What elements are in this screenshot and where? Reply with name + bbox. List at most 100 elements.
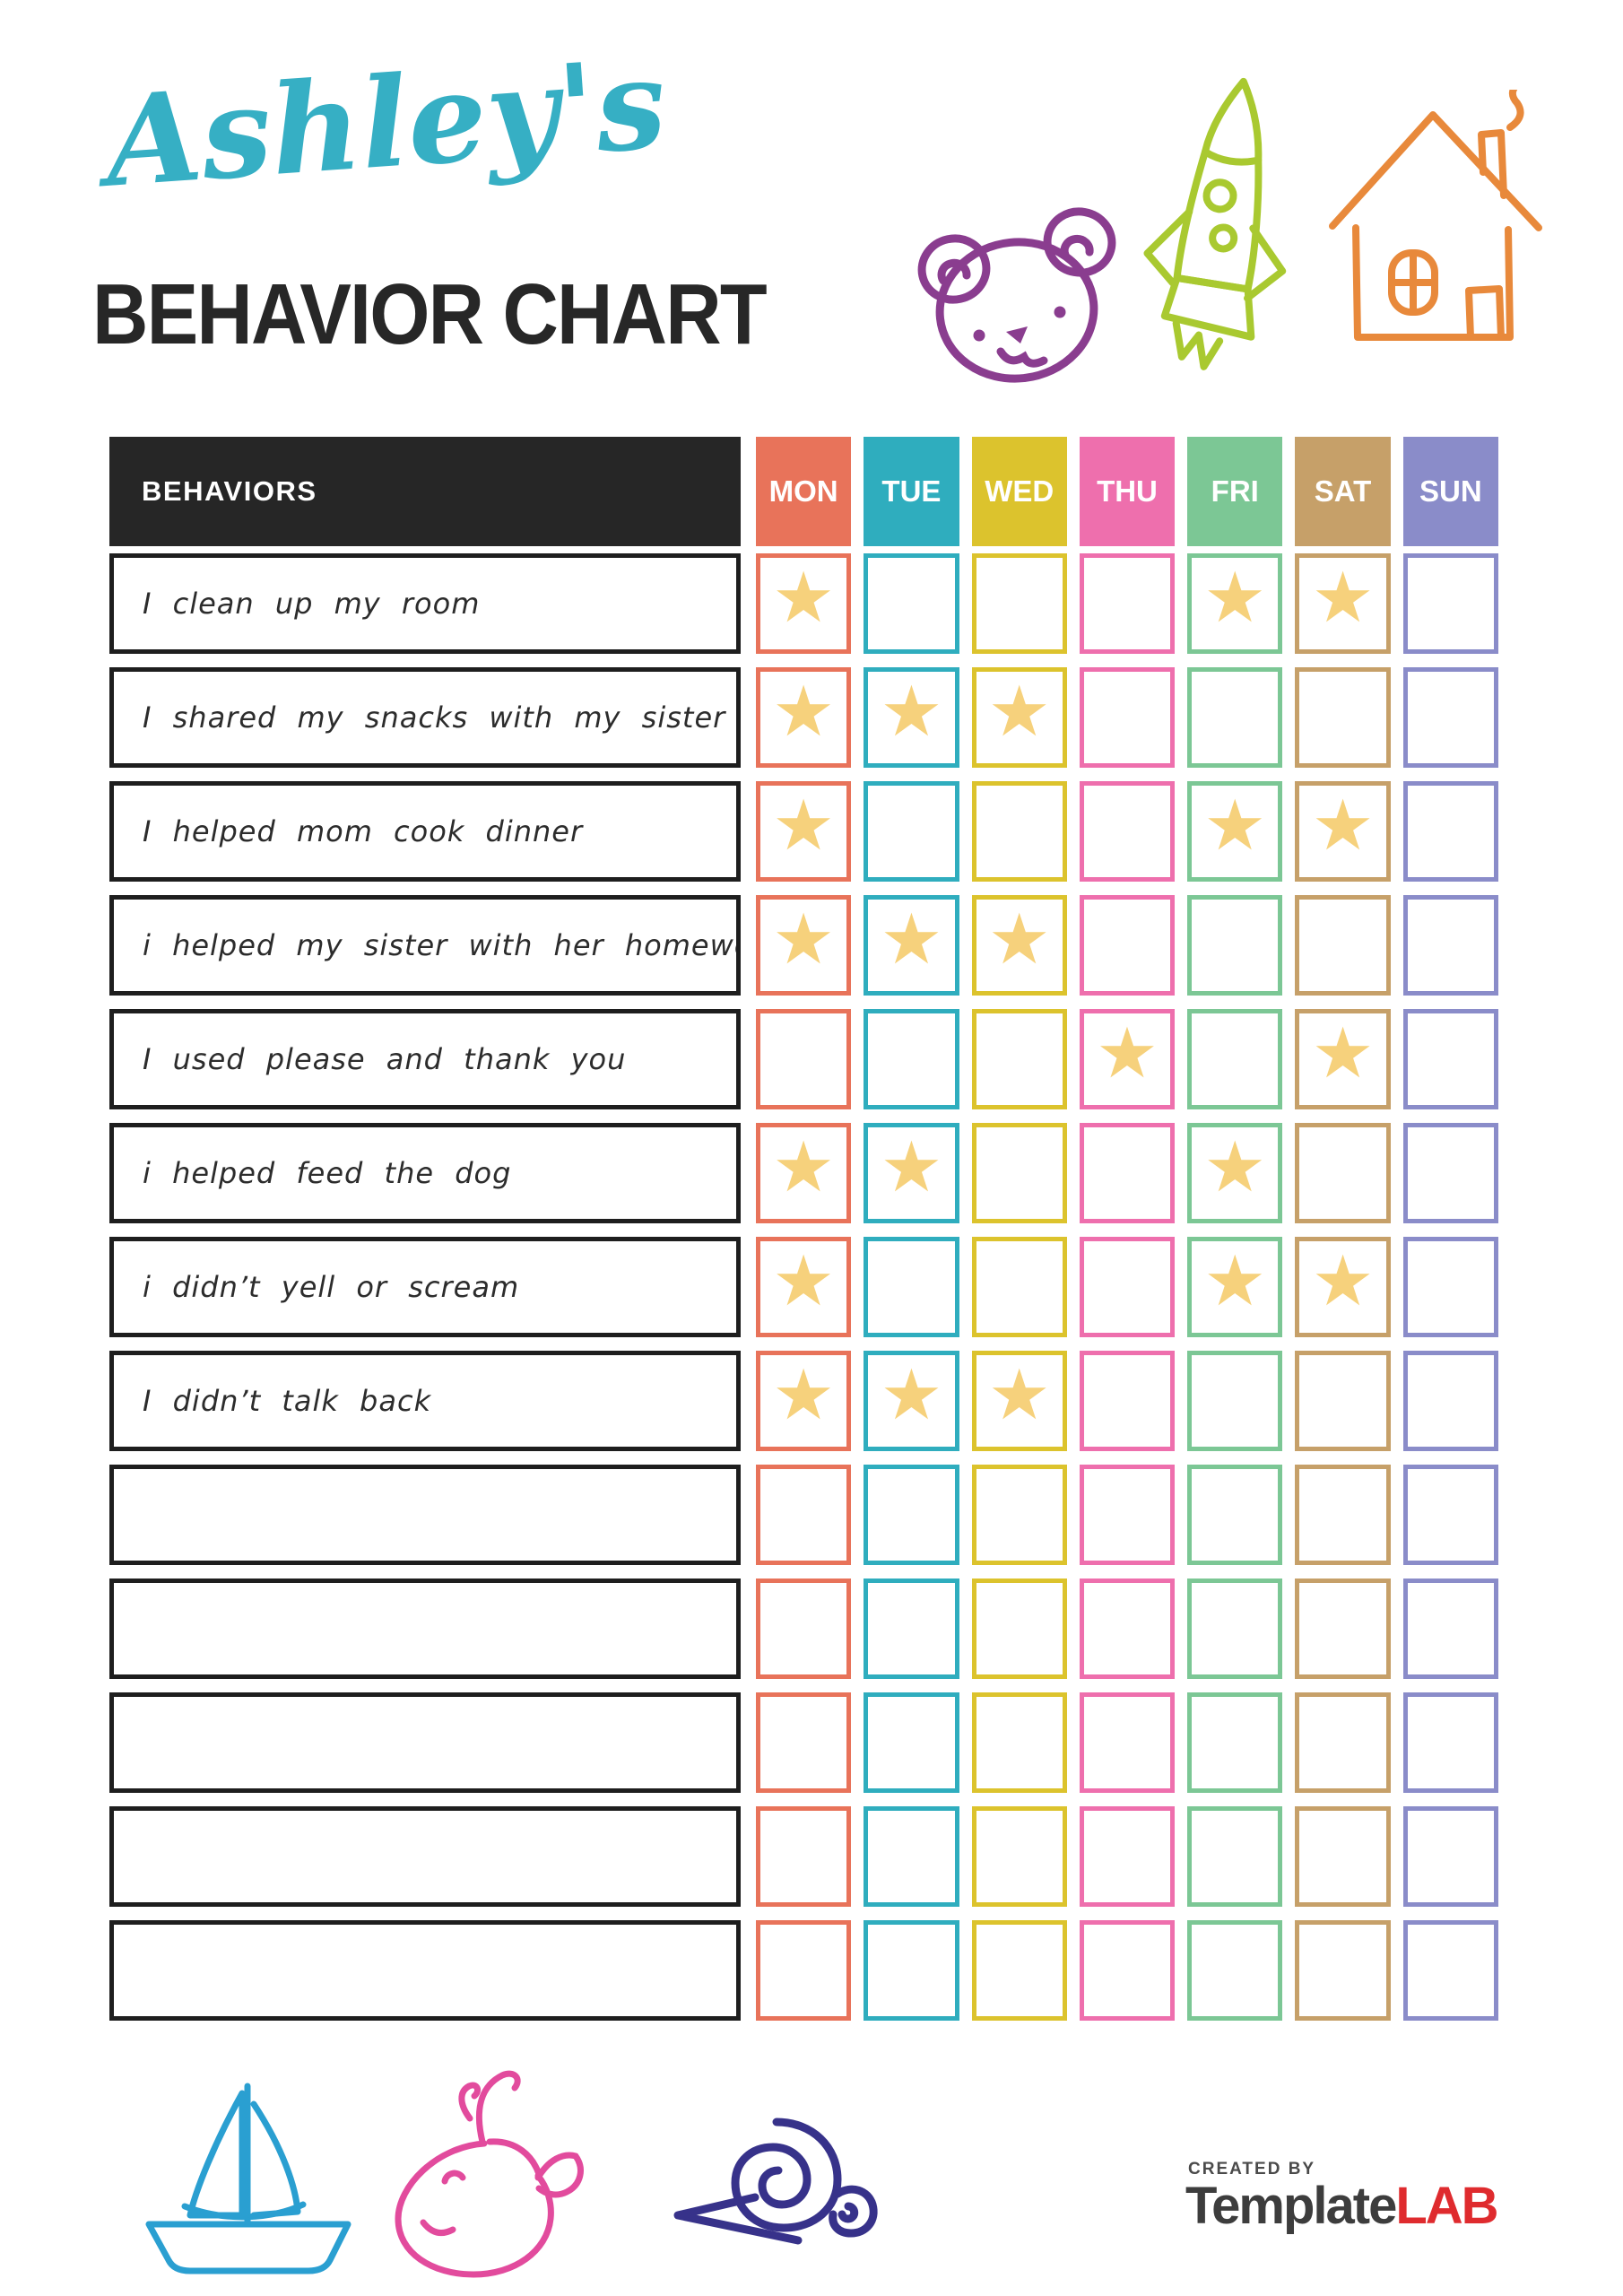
star-icon: ★ bbox=[772, 1355, 836, 1436]
day-header: FRI bbox=[1187, 437, 1283, 546]
behavior-box: I shared my snacks with my sister bbox=[109, 667, 741, 768]
day-cell: ★ bbox=[1295, 781, 1391, 882]
day-cell bbox=[1079, 895, 1176, 996]
whale-icon bbox=[395, 2070, 584, 2278]
star-icon: ★ bbox=[772, 558, 836, 639]
day-header: THU bbox=[1079, 437, 1176, 546]
day-cell bbox=[756, 1920, 852, 2021]
day-cell: ★ bbox=[1187, 1237, 1283, 1337]
day-cell bbox=[1187, 1351, 1283, 1451]
behavior-box: i helped feed the dog bbox=[109, 1123, 741, 1223]
day-cell bbox=[1402, 553, 1498, 654]
star-icon: ★ bbox=[772, 786, 836, 866]
day-cell bbox=[756, 1465, 852, 1565]
day-cell bbox=[1402, 1578, 1498, 1679]
day-cell bbox=[1079, 1578, 1176, 1679]
day-cell bbox=[971, 1123, 1067, 1223]
star-icon: ★ bbox=[987, 672, 1051, 752]
star-icon: ★ bbox=[772, 1127, 836, 1208]
brand-name: TemplateLAB bbox=[1185, 2177, 1499, 2235]
day-cell bbox=[864, 1237, 959, 1337]
day-cell bbox=[1187, 895, 1283, 996]
star-icon: ★ bbox=[1311, 558, 1375, 639]
day-cells: ★ ★ ★ bbox=[750, 895, 1505, 996]
day-cells bbox=[750, 1806, 1505, 1907]
table-row: i didn’t yell or scream ★ ★ ★ bbox=[109, 1237, 1505, 1337]
day-cells: ★ ★ ★ bbox=[750, 667, 1505, 768]
day-cell bbox=[1079, 1351, 1176, 1451]
star-icon: ★ bbox=[987, 900, 1051, 980]
star-icon: ★ bbox=[880, 900, 943, 980]
day-cell bbox=[1187, 1692, 1283, 1793]
behavior-label: I shared my snacks with my sister bbox=[143, 700, 726, 735]
day-cell bbox=[1079, 781, 1176, 882]
day-header-label: SAT bbox=[1314, 474, 1372, 508]
day-cell: ★ bbox=[756, 667, 852, 768]
behavior-label: I clean up my room bbox=[143, 587, 481, 621]
day-cell bbox=[864, 1465, 959, 1565]
day-cells: ★ ★ ★ bbox=[750, 1123, 1505, 1223]
table-row: i helped my sister with her homework ★ ★… bbox=[109, 895, 1505, 996]
day-cell bbox=[1402, 1123, 1498, 1223]
brand-logo: CREATED BY TemplateLAB bbox=[1185, 2160, 1499, 2235]
star-icon: ★ bbox=[880, 1127, 943, 1208]
day-cell: ★ bbox=[756, 1123, 852, 1223]
day-header: TUE bbox=[864, 437, 959, 546]
day-cell bbox=[971, 1920, 1067, 2021]
table-row: I helped mom cook dinner ★ ★ ★ bbox=[109, 781, 1505, 882]
day-cell bbox=[1187, 1009, 1283, 1109]
behavior-box: I used please and thank you bbox=[109, 1009, 741, 1109]
star-icon: ★ bbox=[772, 1241, 836, 1322]
day-cell bbox=[971, 781, 1067, 882]
day-cell bbox=[1402, 1465, 1498, 1565]
day-cell bbox=[1295, 1578, 1391, 1679]
day-cell bbox=[756, 1692, 852, 1793]
day-cell bbox=[1079, 1806, 1176, 1907]
day-cell: ★ bbox=[756, 553, 852, 654]
behavior-label: i helped my sister with her homework bbox=[143, 928, 741, 962]
day-header: SUN bbox=[1402, 437, 1498, 546]
day-cell bbox=[971, 1692, 1067, 1793]
table-row bbox=[109, 1920, 1505, 2021]
star-icon: ★ bbox=[987, 1355, 1051, 1436]
star-icon: ★ bbox=[1311, 1013, 1375, 1094]
day-header-label: FRI bbox=[1211, 474, 1259, 508]
day-cell bbox=[1402, 1692, 1498, 1793]
day-cell bbox=[1187, 667, 1283, 768]
day-header: SAT bbox=[1295, 437, 1391, 546]
day-cells bbox=[750, 1920, 1505, 2021]
table-row bbox=[109, 1578, 1505, 1679]
day-cell bbox=[1402, 1237, 1498, 1337]
day-cell: ★ bbox=[756, 895, 852, 996]
star-icon: ★ bbox=[1203, 1241, 1267, 1322]
bear-icon bbox=[917, 207, 1116, 383]
day-cell bbox=[1295, 895, 1391, 996]
day-cell bbox=[971, 1237, 1067, 1337]
day-header-label: WED bbox=[985, 474, 1055, 508]
day-cell bbox=[756, 1578, 852, 1679]
day-cells bbox=[750, 1692, 1505, 1793]
table-row bbox=[109, 1692, 1505, 1793]
brand-part-template: Template bbox=[1185, 2177, 1397, 2235]
day-cells: ★ ★ ★ bbox=[750, 781, 1505, 882]
behaviors-column-header: BEHAVIORS bbox=[109, 437, 741, 546]
day-cell: ★ bbox=[971, 667, 1067, 768]
day-cell bbox=[1079, 1920, 1176, 2021]
star-icon: ★ bbox=[772, 672, 836, 752]
table-row: I didn’t talk back ★ ★ ★ bbox=[109, 1351, 1505, 1451]
behavior-box bbox=[109, 1465, 741, 1565]
star-icon: ★ bbox=[1203, 1127, 1267, 1208]
behavior-label: I helped mom cook dinner bbox=[143, 814, 584, 848]
star-icon: ★ bbox=[1203, 786, 1267, 866]
table-row: i helped feed the dog ★ ★ ★ bbox=[109, 1123, 1505, 1223]
page-title: BEHAVIOR CHART bbox=[92, 266, 768, 362]
day-cell bbox=[1079, 667, 1176, 768]
star-icon: ★ bbox=[1096, 1013, 1159, 1094]
day-header: WED bbox=[971, 437, 1067, 546]
day-cell bbox=[971, 1465, 1067, 1565]
behavior-box: i didn’t yell or scream bbox=[109, 1237, 741, 1337]
day-cell bbox=[1187, 1920, 1283, 2021]
day-cells: ★ ★ ★ bbox=[750, 553, 1505, 654]
behavior-box bbox=[109, 1692, 741, 1793]
day-cells: ★ ★ ★ bbox=[750, 1351, 1505, 1451]
